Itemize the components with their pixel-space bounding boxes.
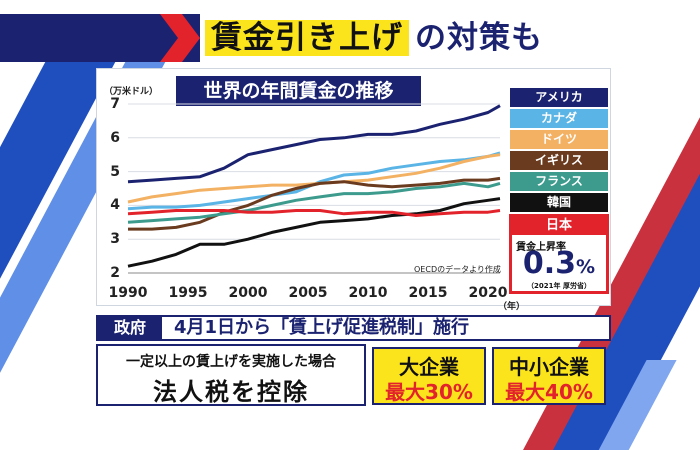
series-line-日本 <box>127 209 501 217</box>
legend-item: ドイツ <box>510 130 608 149</box>
x-axis-unit: （年） <box>498 302 526 312</box>
x-tick-label: 1995 <box>168 285 208 301</box>
series-line-イギリス <box>128 176 501 231</box>
tax-deduction-text: 法人税を控除 <box>153 378 309 406</box>
wage-growth-label: 賃金上昇率 <box>516 242 566 253</box>
chevron-right-icon <box>160 14 200 62</box>
japan-callout: 日本 賃金上昇率 0.3% （2021年 厚労省） <box>509 214 609 294</box>
y-tick-label: 5 <box>110 163 120 180</box>
x-tick-label: 2010 <box>348 285 388 301</box>
policy-row: 政府 4月1日から「賃上げ促進税制」施行 <box>96 315 611 341</box>
y-tick-label: 2 <box>110 265 120 281</box>
headline-band: 賃金引き上げ の対策も <box>0 14 700 62</box>
wage-growth-unit: % <box>576 256 596 278</box>
large-company-max: 最大30% <box>385 380 473 404</box>
x-tick-label: 2015 <box>408 285 448 301</box>
headline: 賃金引き上げ の対策も <box>205 18 543 58</box>
x-tick-label: 2000 <box>228 285 268 301</box>
legend-item: フランス <box>510 172 608 191</box>
condition-text: 一定以上の賃上げを実施した場合 <box>126 354 336 370</box>
wage-growth-number: 0.3 <box>522 246 577 281</box>
sme-box: 中小企業 最大40% <box>492 347 606 405</box>
sme-max: 最大40% <box>505 380 593 404</box>
x-tick-label: 2005 <box>288 285 328 301</box>
source-note: OECDのデータより作成 <box>414 265 501 274</box>
y-tick-label: 7 <box>110 96 120 112</box>
x-tick-label: 2020 <box>468 285 508 301</box>
legend-item: 韓国 <box>510 193 608 212</box>
policy-tag: 政府 <box>98 317 162 339</box>
series-line-韓国 <box>127 197 501 268</box>
sme-title: 中小企業 <box>509 355 589 379</box>
y-tick-label: 4 <box>110 197 120 214</box>
series-line-カナダ <box>127 151 501 211</box>
condition-box: 一定以上の賃上げを実施した場合 法人税を控除 <box>96 344 366 406</box>
y-tick-label: 6 <box>110 129 120 146</box>
policy-text: 4月1日から「賃上げ促進税制」施行 <box>174 317 470 338</box>
y-axis-label: （万米ドル） <box>104 87 159 97</box>
headline-highlight: 賃金引き上げ <box>205 20 409 56</box>
y-tick-label: 3 <box>110 231 120 248</box>
wage-growth-source: （2021年 厚労省） <box>527 282 591 290</box>
series-line-フランス <box>127 181 501 224</box>
wage-growth-value: 0.3% <box>512 247 606 284</box>
japan-label: 日本 <box>512 217 606 235</box>
series-line-アメリカ <box>127 104 501 184</box>
legend-item: カナダ <box>510 109 608 128</box>
large-company-title: 大企業 <box>399 355 459 379</box>
legend-item: イギリス <box>510 151 608 170</box>
large-company-box: 大企業 最大30% <box>372 347 486 405</box>
x-tick-label: 1990 <box>108 285 148 301</box>
legend-item: アメリカ <box>510 88 608 107</box>
chart-title: 世界の年間賃金の推移 <box>176 76 421 106</box>
headline-rest: の対策も <box>415 20 543 56</box>
